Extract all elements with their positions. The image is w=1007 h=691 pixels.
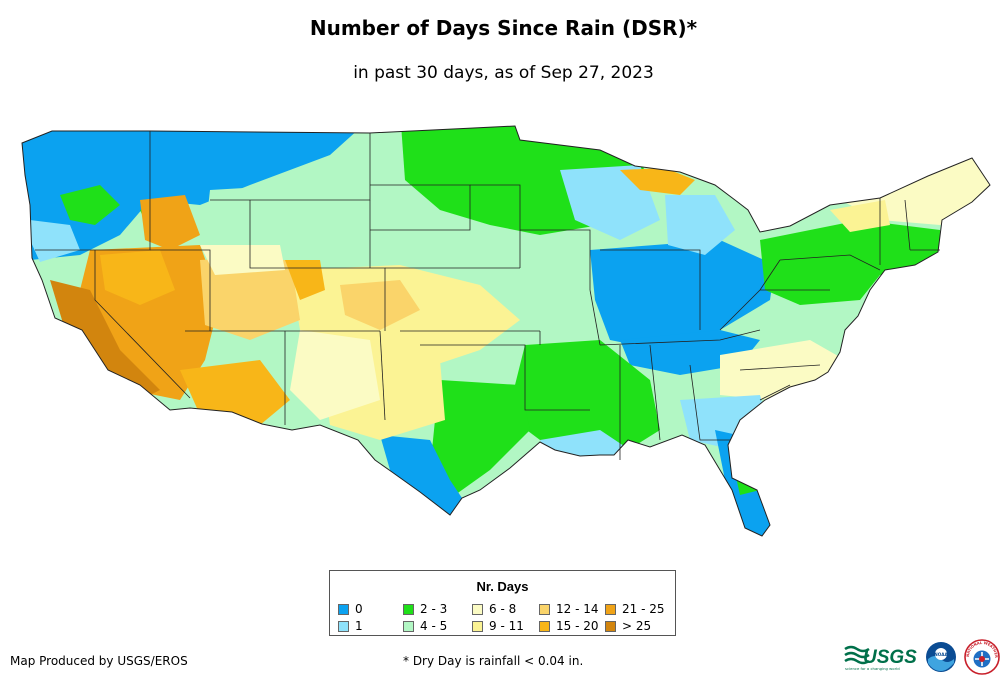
legend-label: 4 - 5: [420, 619, 448, 633]
legend-label: 0: [355, 602, 363, 616]
legend-item: 6 - 8: [472, 602, 516, 616]
legend-item: 2 - 3: [403, 602, 447, 616]
region-nw-light: [30, 220, 80, 262]
legend-swatch: [403, 604, 414, 615]
legend-label: 15 - 20: [556, 619, 599, 633]
region-california-dry: [50, 280, 160, 400]
noaa-logo: NOAA: [926, 642, 956, 672]
legend: Nr. Days 0 1 2 - 3 4 - 5 6 - 8 9 - 11 12…: [329, 570, 676, 636]
region-ohio-valley: [590, 240, 775, 350]
legend-swatch: [539, 604, 550, 615]
region-idaho-orange: [140, 195, 200, 250]
legend-item: 0: [338, 602, 363, 616]
legend-swatch: [338, 621, 349, 632]
legend-swatch: [338, 604, 349, 615]
legend-label: 2 - 3: [420, 602, 448, 616]
legend-swatch: [472, 621, 483, 632]
region-ny-yellow: [830, 200, 890, 232]
region-michigan-lp: [665, 195, 735, 255]
region-michigan-up: [620, 168, 695, 195]
region-four-corners: [200, 255, 300, 340]
usgs-tagline: science for a changing world: [845, 666, 900, 671]
legend-swatch: [605, 621, 616, 632]
legend-label: 1: [355, 619, 363, 633]
region-colorado-patch: [285, 260, 325, 300]
legend-label: 6 - 8: [489, 602, 517, 616]
region-northeast-green: [760, 220, 945, 305]
nws-logo: NATIONAL WEATHER SERVICE: [964, 639, 1000, 675]
legend-swatch: [403, 621, 414, 632]
legend-item: 12 - 14: [539, 602, 599, 616]
producer-credit: Map Produced by USGS/EROS: [10, 654, 188, 668]
usgs-logo-text: USGS: [863, 647, 917, 668]
dsr-map: [21, 125, 991, 537]
legend-swatch: [472, 604, 483, 615]
map-subtitle: in past 30 days, as of Sep 27, 2023: [353, 63, 654, 83]
legend-label: 21 - 25: [622, 602, 665, 616]
state-boundaries: [35, 131, 940, 460]
region-texas-green: [430, 380, 530, 495]
region-arizona: [180, 360, 290, 425]
region-texas-blue: [380, 435, 470, 520]
region-wyoming-yellow: [200, 245, 285, 275]
legend-item: 15 - 20: [539, 619, 599, 633]
legend-item: 1: [338, 619, 363, 633]
region-nm-light: [290, 330, 380, 420]
noaa-logo-text: NOAA: [934, 652, 948, 657]
legend-item: 21 - 25: [605, 602, 665, 616]
footnote: * Dry Day is rainfall < 0.04 in.: [403, 654, 584, 668]
legend-title: Nr. Days: [476, 579, 529, 594]
region-south-green: [515, 340, 660, 455]
legend-item: > 25: [605, 619, 651, 633]
usgs-logo: USGS science for a changing world: [844, 645, 917, 671]
region-plains-tan: [340, 280, 420, 330]
region-nw-patches: [60, 185, 170, 232]
legend-label: 9 - 11: [489, 619, 524, 633]
legend-item: 4 - 5: [403, 619, 447, 633]
legend-swatch: [605, 604, 616, 615]
map-title: Number of Days Since Rain (DSR)*: [309, 16, 698, 40]
legend-label: > 25: [622, 619, 652, 633]
region-nevada-light: [100, 250, 175, 305]
legend-label: 12 - 14: [556, 602, 599, 616]
legend-item: 9 - 11: [472, 619, 524, 633]
legend-swatch: [539, 621, 550, 632]
